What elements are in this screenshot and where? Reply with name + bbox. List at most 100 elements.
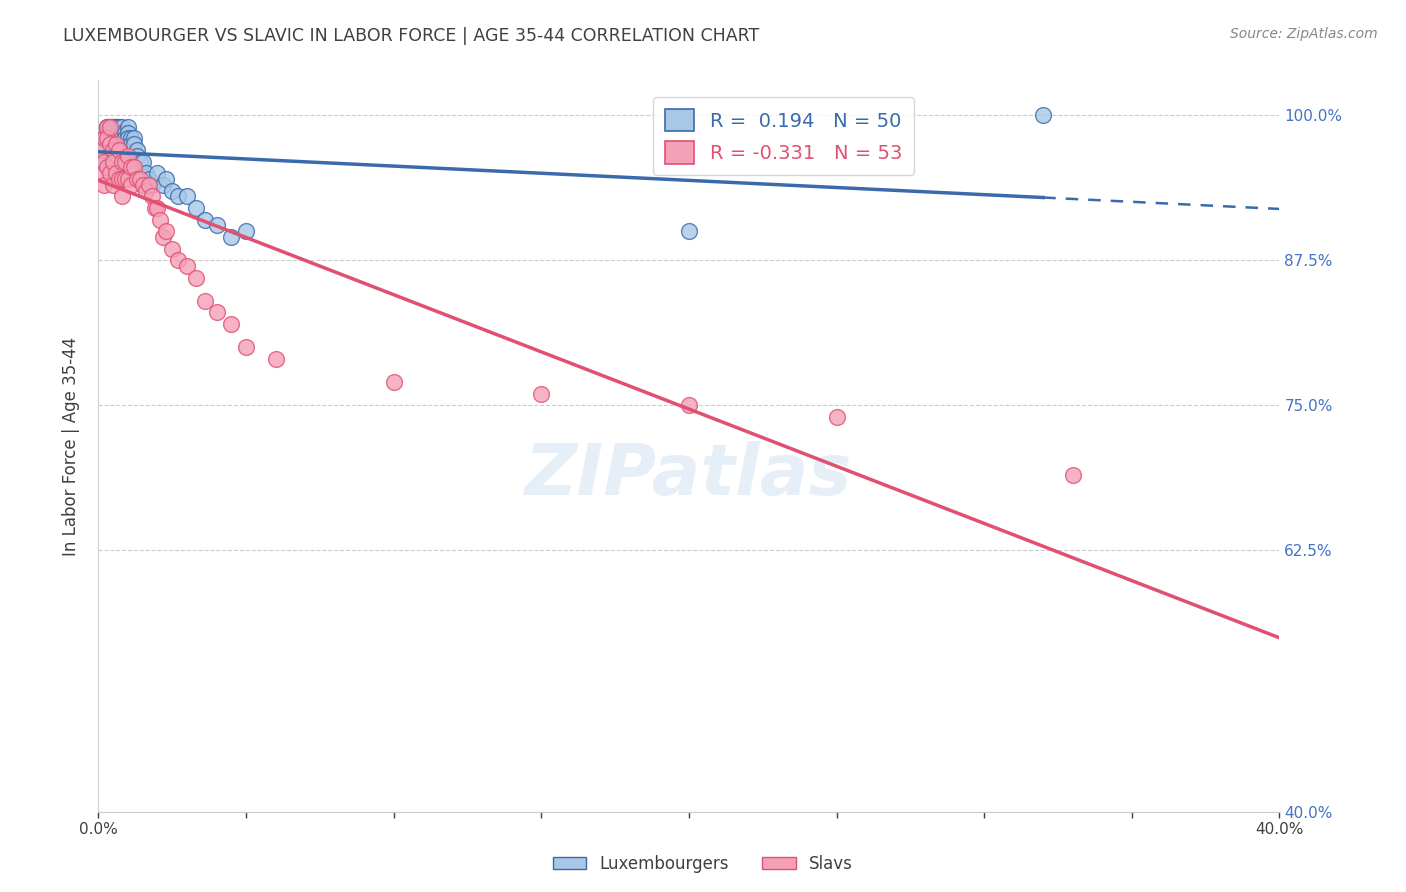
- Point: [105, 120, 128, 134]
- Point: [96, 120, 118, 134]
- Point: [90, 166, 112, 180]
- Point: [103, 178, 125, 192]
- Point: [125, 149, 148, 163]
- Point: [114, 126, 136, 140]
- Point: [221, 230, 243, 244]
- Point: [108, 143, 131, 157]
- Legend: Luxembourgers, Slavs: Luxembourgers, Slavs: [547, 848, 859, 880]
- Point: [105, 137, 128, 152]
- Point: [146, 166, 169, 180]
- Point: [96, 120, 118, 134]
- Point: [114, 154, 136, 169]
- Point: [96, 161, 118, 175]
- Point: [184, 201, 207, 215]
- Y-axis label: In Labor Force | Age 35-44: In Labor Force | Age 35-44: [62, 336, 80, 556]
- Point: [103, 120, 125, 134]
- Text: ZIPatlas: ZIPatlas: [526, 441, 852, 509]
- Point: [125, 143, 148, 157]
- Text: LUXEMBOURGER VS SLAVIC IN LABOR FORCE | AGE 35-44 CORRELATION CHART: LUXEMBOURGER VS SLAVIC IN LABOR FORCE | …: [63, 27, 759, 45]
- Point: [205, 219, 228, 233]
- Point: [120, 131, 142, 145]
- Point: [90, 143, 112, 157]
- Point: [93, 178, 115, 192]
- Point: [149, 212, 172, 227]
- Point: [132, 154, 155, 169]
- Point: [103, 126, 125, 140]
- Point: [117, 126, 139, 140]
- Point: [194, 293, 217, 308]
- Point: [117, 149, 139, 163]
- Point: [221, 317, 243, 331]
- Point: [98, 137, 121, 152]
- Point: [678, 398, 700, 412]
- Point: [93, 154, 115, 169]
- Point: [678, 224, 700, 238]
- Point: [155, 224, 177, 238]
- Point: [105, 120, 128, 134]
- Point: [111, 120, 134, 134]
- Point: [125, 172, 148, 186]
- Point: [530, 386, 553, 401]
- Point: [103, 120, 125, 134]
- Point: [152, 230, 174, 244]
- Point: [120, 178, 142, 192]
- Point: [105, 120, 128, 134]
- Point: [135, 166, 157, 180]
- Point: [98, 166, 121, 180]
- Point: [98, 120, 121, 134]
- Point: [155, 172, 177, 186]
- Legend: R =  0.194   N = 50, R = -0.331   N = 53: R = 0.194 N = 50, R = -0.331 N = 53: [654, 97, 914, 176]
- Point: [128, 172, 150, 186]
- Point: [93, 143, 115, 157]
- Point: [167, 189, 190, 203]
- Point: [108, 120, 131, 134]
- Point: [146, 201, 169, 215]
- Point: [117, 172, 139, 186]
- Point: [111, 189, 134, 203]
- Point: [264, 351, 287, 366]
- Point: [105, 166, 128, 180]
- Point: [1062, 468, 1084, 483]
- Point: [114, 131, 136, 145]
- Point: [98, 120, 121, 134]
- Point: [176, 189, 198, 203]
- Text: Source: ZipAtlas.com: Source: ZipAtlas.com: [1230, 27, 1378, 41]
- Point: [111, 154, 134, 169]
- Point: [141, 189, 163, 203]
- Point: [235, 340, 257, 354]
- Point: [103, 120, 125, 134]
- Point: [176, 259, 198, 273]
- Point: [1032, 108, 1054, 122]
- Point: [96, 131, 118, 145]
- Point: [108, 120, 131, 134]
- Point: [382, 375, 405, 389]
- Point: [205, 305, 228, 319]
- Point: [162, 184, 183, 198]
- Point: [93, 131, 115, 145]
- Point: [138, 172, 160, 186]
- Point: [138, 178, 160, 192]
- Point: [120, 137, 142, 152]
- Point: [122, 137, 145, 152]
- Point: [143, 201, 166, 215]
- Point: [122, 131, 145, 145]
- Point: [141, 178, 163, 192]
- Point: [152, 178, 174, 192]
- Point: [825, 409, 848, 424]
- Point: [114, 172, 136, 186]
- Point: [111, 126, 134, 140]
- Point: [117, 131, 139, 145]
- Point: [98, 120, 121, 134]
- Point: [108, 126, 131, 140]
- Point: [167, 253, 190, 268]
- Point: [103, 154, 125, 169]
- Point: [194, 212, 217, 227]
- Point: [235, 224, 257, 238]
- Point: [96, 120, 118, 134]
- Point: [122, 161, 145, 175]
- Point: [162, 242, 183, 256]
- Point: [108, 172, 131, 186]
- Point: [103, 143, 125, 157]
- Point: [108, 131, 131, 145]
- Point: [96, 131, 118, 145]
